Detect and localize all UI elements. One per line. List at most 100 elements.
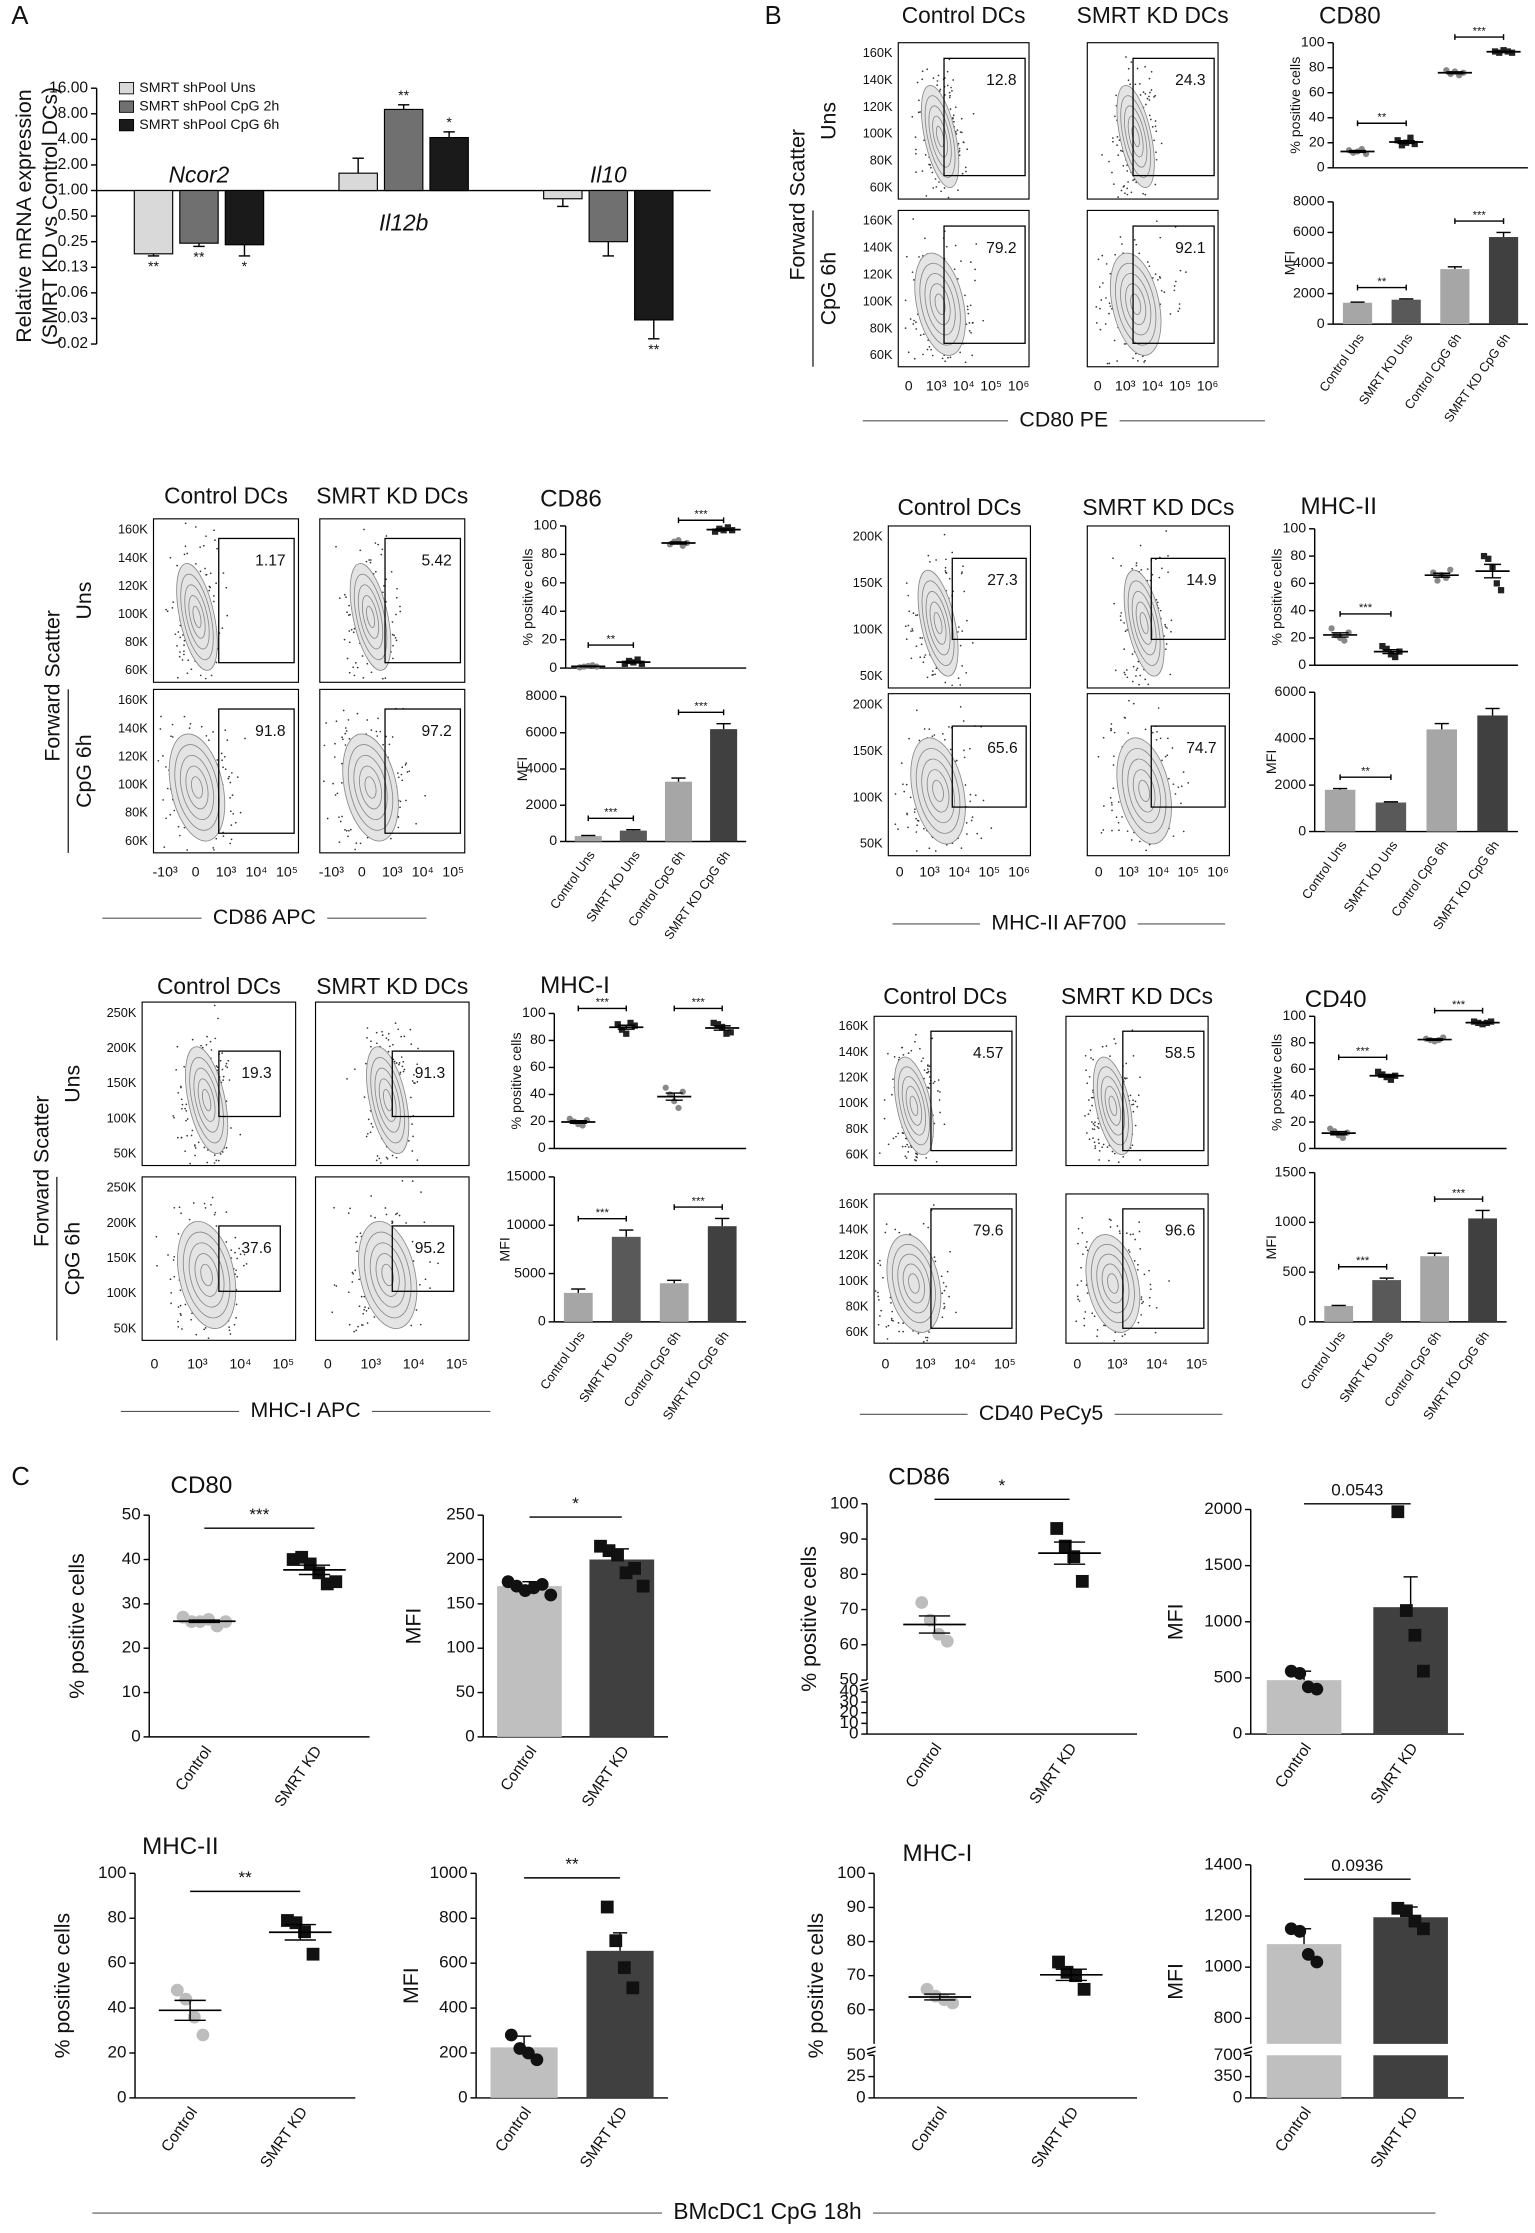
event-dot — [897, 1132, 900, 1135]
gate-percentage: 79.6 — [973, 1223, 1003, 1240]
event-dot — [1093, 1128, 1096, 1131]
event-dot — [347, 835, 349, 838]
event-dot — [916, 850, 918, 852]
event-dot — [974, 794, 977, 797]
gate — [1132, 57, 1215, 177]
event-dot — [1118, 1230, 1121, 1232]
event-dot — [155, 1235, 158, 1238]
event-dot — [957, 677, 960, 679]
event-dot — [1134, 83, 1137, 86]
contour — [921, 758, 955, 824]
y-tick-label: 100 — [830, 1493, 858, 1512]
event-dot — [172, 1259, 175, 1261]
event-dot — [177, 825, 180, 828]
event-dot — [990, 827, 993, 829]
event-dot — [1138, 252, 1141, 255]
event-dot — [1155, 1306, 1158, 1309]
event-dot — [391, 1154, 394, 1157]
event-dot — [376, 1155, 379, 1157]
event-dot — [927, 1226, 930, 1229]
event-dot — [1101, 1045, 1104, 1048]
event-dot — [342, 709, 345, 712]
contour — [347, 744, 394, 831]
event-dot — [943, 1123, 946, 1126]
y-tick-label: 6000 — [1275, 684, 1307, 700]
event-dot — [1114, 253, 1117, 256]
event-dot — [934, 673, 937, 676]
event-dot — [952, 117, 954, 119]
event-dot — [204, 1326, 207, 1329]
event-dot — [395, 613, 397, 616]
event-dot — [1158, 275, 1161, 278]
event-dot — [1143, 1273, 1146, 1276]
y-tick-label: 0 — [1317, 316, 1325, 332]
event-dot — [913, 1159, 916, 1161]
bar — [1373, 1917, 1448, 2098]
event-dot — [223, 755, 226, 758]
event-dot — [1163, 291, 1166, 293]
event-dot — [176, 676, 179, 679]
event-dot — [355, 842, 358, 845]
event-dot — [904, 327, 907, 329]
contour — [191, 776, 203, 799]
event-dot — [919, 637, 922, 639]
x-tick-label: Control Uns — [537, 1328, 588, 1392]
event-dot — [1135, 669, 1138, 671]
x-tick-label: 0 — [882, 1356, 890, 1372]
event-dot — [363, 1295, 366, 1298]
event-dot — [952, 79, 954, 81]
event-dot — [365, 1062, 367, 1065]
event-dot — [1124, 1077, 1127, 1080]
event-dot — [934, 178, 937, 180]
y-tick-label: 120K — [118, 578, 148, 593]
event-dot — [186, 1118, 189, 1120]
event-dot — [969, 800, 972, 803]
event-dot — [882, 1276, 884, 1279]
gate — [951, 557, 1027, 641]
y-tick-label: 60K — [870, 179, 893, 194]
y-axis-title: % positive cells — [1269, 1034, 1285, 1131]
event-dot — [378, 1157, 381, 1160]
column-header: Control DCs — [164, 483, 288, 509]
y-axis-title: Relative mRNA expression — [12, 89, 36, 342]
event-dot — [382, 743, 384, 746]
event-dot — [1110, 1219, 1112, 1221]
event-dot — [1148, 99, 1151, 101]
event-dot — [345, 596, 347, 599]
x-tick-label: 10³ — [915, 1356, 936, 1372]
event-dot — [1185, 271, 1187, 274]
event-dot — [945, 1285, 947, 1288]
event-dot — [347, 1291, 350, 1294]
event-dot — [356, 712, 359, 715]
event-dot — [1104, 323, 1107, 325]
y-tick-label: 80 — [839, 1564, 858, 1583]
event-dot — [1138, 1230, 1141, 1233]
event-dot — [1129, 1233, 1132, 1236]
event-dot — [411, 1180, 414, 1183]
y-tick-label: 8000 — [1293, 194, 1325, 210]
event-dot — [1132, 1233, 1134, 1236]
plot-frame — [897, 42, 1030, 200]
event-dot — [1155, 130, 1158, 133]
event-dot — [176, 1045, 179, 1048]
event-dot — [980, 837, 983, 840]
event-dot — [915, 614, 917, 617]
event-dot — [1148, 77, 1151, 80]
significance: ** — [1377, 112, 1386, 124]
event-dot — [909, 796, 912, 799]
event-dot — [348, 829, 350, 832]
event-dot — [184, 1150, 186, 1153]
x-tick-label: Control Uns — [1316, 331, 1367, 395]
event-dot — [913, 319, 915, 322]
event-dot — [907, 1052, 910, 1054]
event-dot — [915, 148, 917, 151]
data-point — [1408, 1628, 1422, 1642]
data-point — [662, 1084, 669, 1091]
event-dot — [398, 1063, 400, 1066]
event-dot — [1083, 1324, 1086, 1327]
event-dot — [1150, 70, 1153, 73]
event-dot — [1120, 149, 1122, 152]
event-dot — [937, 74, 940, 77]
data-point — [329, 1575, 343, 1589]
event-dot — [227, 777, 230, 780]
